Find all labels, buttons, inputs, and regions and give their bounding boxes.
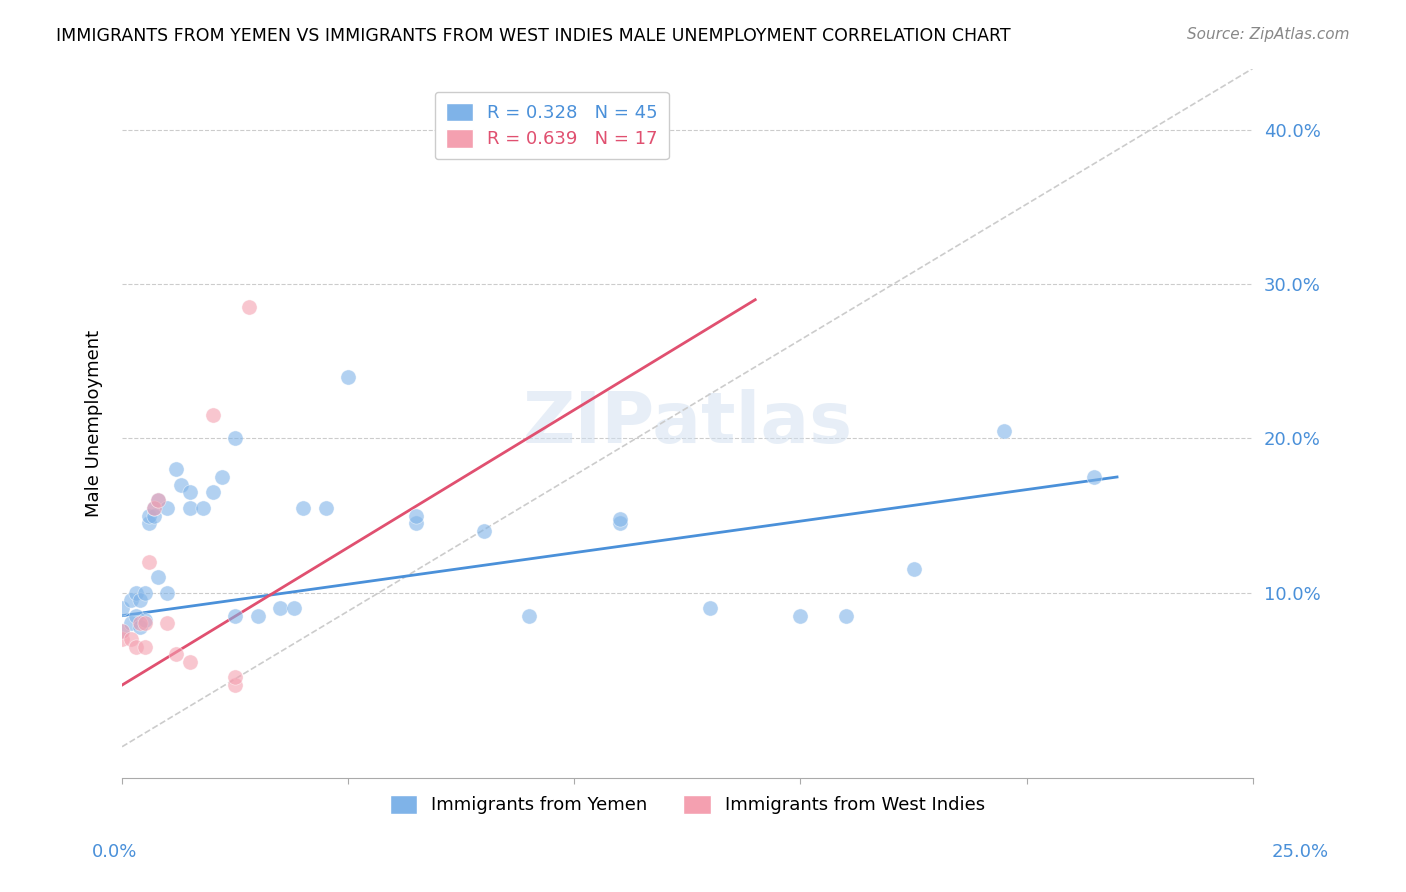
- Point: [609, 511, 631, 525]
- Point: [193, 500, 215, 515]
- Point: [124, 640, 146, 654]
- Point: [142, 500, 165, 515]
- Point: [111, 624, 134, 639]
- Point: [156, 585, 179, 599]
- Point: [903, 562, 925, 576]
- Point: [111, 632, 134, 646]
- Point: [129, 619, 152, 633]
- Point: [993, 424, 1015, 438]
- Point: [156, 500, 179, 515]
- Point: [609, 516, 631, 531]
- Point: [134, 616, 156, 631]
- Point: [405, 516, 427, 531]
- Point: [834, 608, 856, 623]
- Point: [134, 585, 156, 599]
- Point: [142, 500, 165, 515]
- Point: [148, 493, 170, 508]
- Point: [405, 508, 427, 523]
- Text: 25.0%: 25.0%: [1271, 843, 1329, 861]
- Point: [165, 462, 187, 476]
- Point: [201, 409, 224, 423]
- Point: [238, 301, 260, 315]
- Text: ZIPatlas: ZIPatlas: [522, 389, 852, 458]
- Point: [789, 608, 811, 623]
- Point: [138, 555, 160, 569]
- Point: [517, 608, 540, 623]
- Point: [120, 593, 142, 607]
- Point: [337, 369, 360, 384]
- Point: [142, 508, 165, 523]
- Point: [124, 585, 146, 599]
- Point: [120, 632, 142, 646]
- Point: [138, 516, 160, 531]
- Point: [148, 493, 170, 508]
- Text: IMMIGRANTS FROM YEMEN VS IMMIGRANTS FROM WEST INDIES MALE UNEMPLOYMENT CORRELATI: IMMIGRANTS FROM YEMEN VS IMMIGRANTS FROM…: [56, 27, 1011, 45]
- Point: [156, 616, 179, 631]
- Point: [246, 608, 269, 623]
- Point: [699, 601, 721, 615]
- Point: [179, 485, 201, 500]
- Point: [148, 570, 170, 584]
- Point: [134, 613, 156, 627]
- Point: [315, 500, 337, 515]
- Point: [179, 500, 201, 515]
- Point: [291, 500, 314, 515]
- Point: [124, 608, 146, 623]
- Point: [179, 655, 201, 669]
- Point: [111, 624, 134, 639]
- Text: Source: ZipAtlas.com: Source: ZipAtlas.com: [1187, 27, 1350, 42]
- Point: [120, 616, 142, 631]
- Point: [211, 470, 233, 484]
- Point: [111, 601, 134, 615]
- Point: [283, 601, 305, 615]
- Point: [201, 485, 224, 500]
- Point: [129, 616, 152, 631]
- Point: [269, 601, 291, 615]
- Point: [1083, 470, 1105, 484]
- Text: 0.0%: 0.0%: [91, 843, 136, 861]
- Point: [224, 608, 246, 623]
- Point: [134, 640, 156, 654]
- Point: [165, 647, 187, 661]
- Point: [170, 477, 193, 491]
- Y-axis label: Male Unemployment: Male Unemployment: [86, 329, 103, 516]
- Point: [224, 432, 246, 446]
- Legend: Immigrants from Yemen, Immigrants from West Indies: Immigrants from Yemen, Immigrants from W…: [378, 784, 995, 825]
- Point: [138, 508, 160, 523]
- Point: [224, 678, 246, 692]
- Point: [129, 593, 152, 607]
- Point: [472, 524, 495, 538]
- Point: [224, 670, 246, 684]
